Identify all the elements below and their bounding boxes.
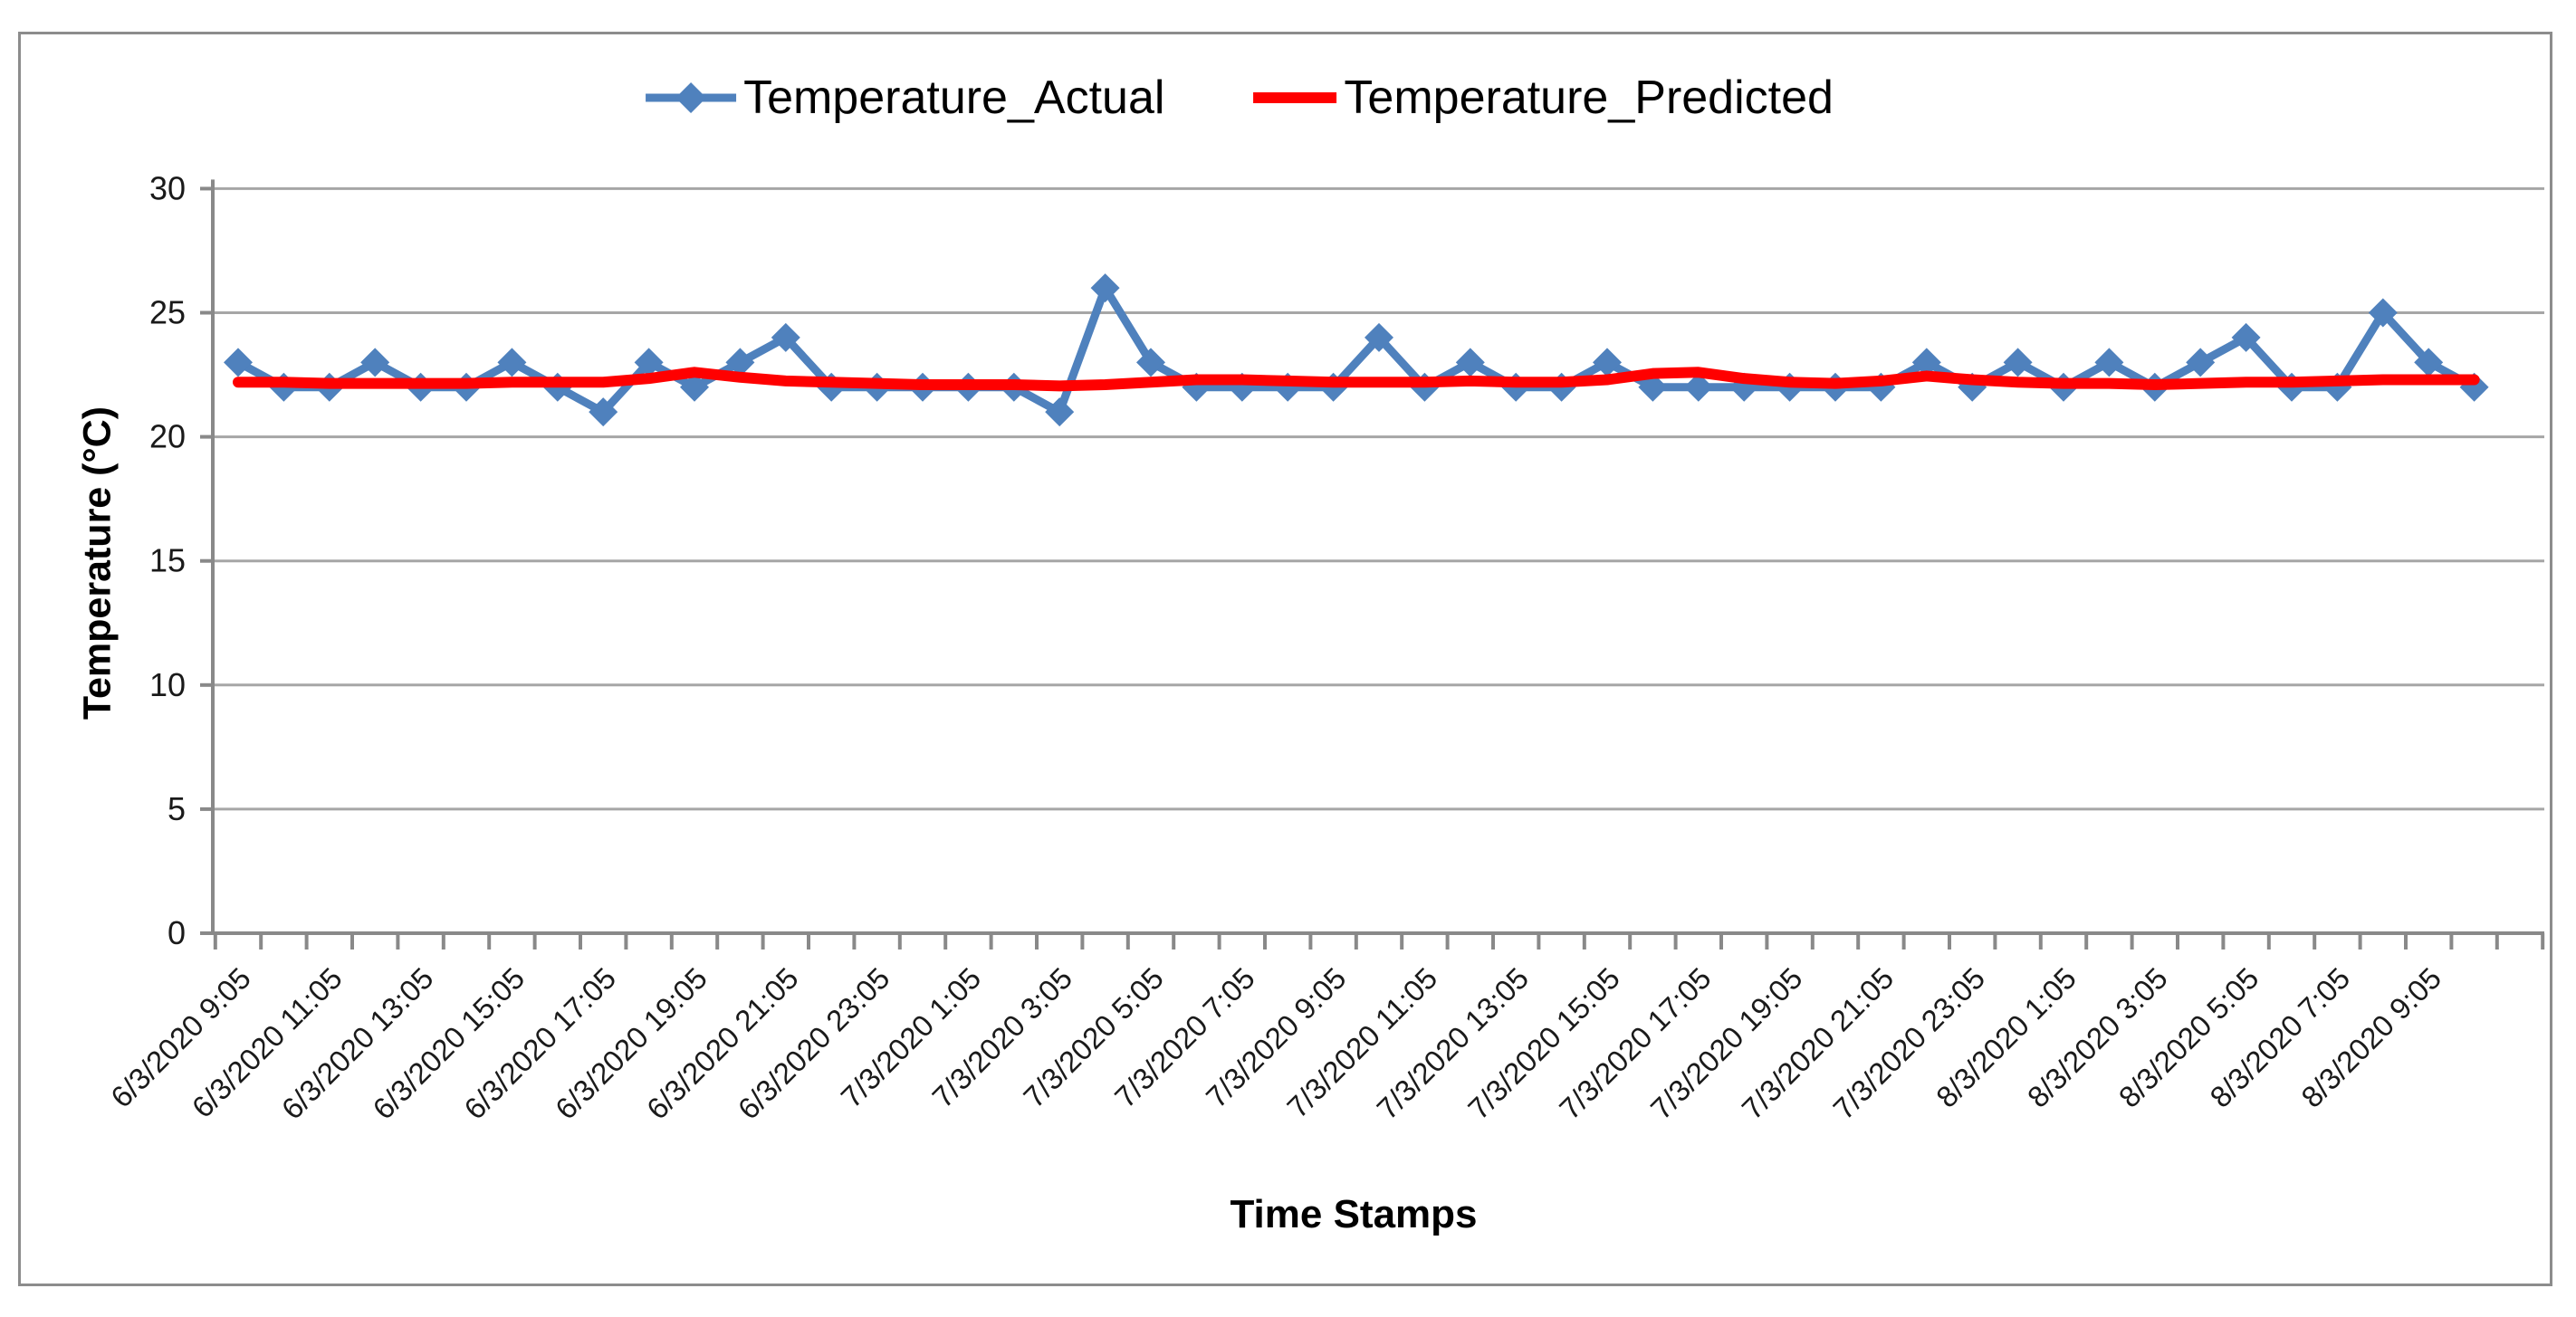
data-point-marker [497,348,527,377]
data-point-marker [2186,348,2216,377]
legend-item-predicted: Temperature_Predicted [1251,71,1834,125]
data-point-marker [360,348,390,377]
legend-marker-predicted-line-icon [1253,92,1337,103]
data-point-marker [1136,348,1165,377]
data-point-marker [2094,348,2124,377]
data-point-marker [2368,298,2398,328]
legend-label-predicted: Temperature_Predicted [1344,72,1834,124]
legend-label-actual: Temperature_Actual [743,72,1165,124]
data-point-marker [224,348,253,377]
y-axis-title: Temperature (°C) [75,406,120,721]
data-point-marker [2231,322,2261,352]
data-point-marker [2414,348,2444,377]
data-point-marker [771,322,800,352]
data-point-marker [1593,348,1622,377]
y-tick-label: 15 [149,542,186,579]
data-point-marker [725,348,755,377]
y-tick-label: 10 [149,666,186,703]
y-tick-label: 20 [149,418,186,455]
predicted-series-line [233,367,2480,392]
x-axis-title: Time Stamps [1230,1192,1478,1236]
data-point-marker [1045,397,1075,427]
data-point-marker [634,348,664,377]
chart-legend: Temperature_Actual Temperature_Predicted [644,71,1834,125]
data-point-marker [1455,348,1485,377]
data-point-marker [1365,322,1393,352]
data-point-marker [680,372,709,402]
data-point-marker [589,397,618,427]
data-point-marker [1683,372,1713,402]
chart-frame [18,32,2552,1286]
data-point-marker [1911,348,1941,377]
data-point-marker [1090,273,1120,303]
actual-series-line [235,283,2476,416]
y-tick-label: 5 [168,790,186,827]
y-tick-label: 25 [149,294,186,331]
y-tick-label: 30 [149,169,186,206]
legend-marker-actual-diamond-line-icon [646,82,737,113]
legend-item-actual: Temperature_Actual [644,71,1164,125]
data-point-marker [2003,348,2033,377]
y-tick-label: 0 [168,914,186,951]
